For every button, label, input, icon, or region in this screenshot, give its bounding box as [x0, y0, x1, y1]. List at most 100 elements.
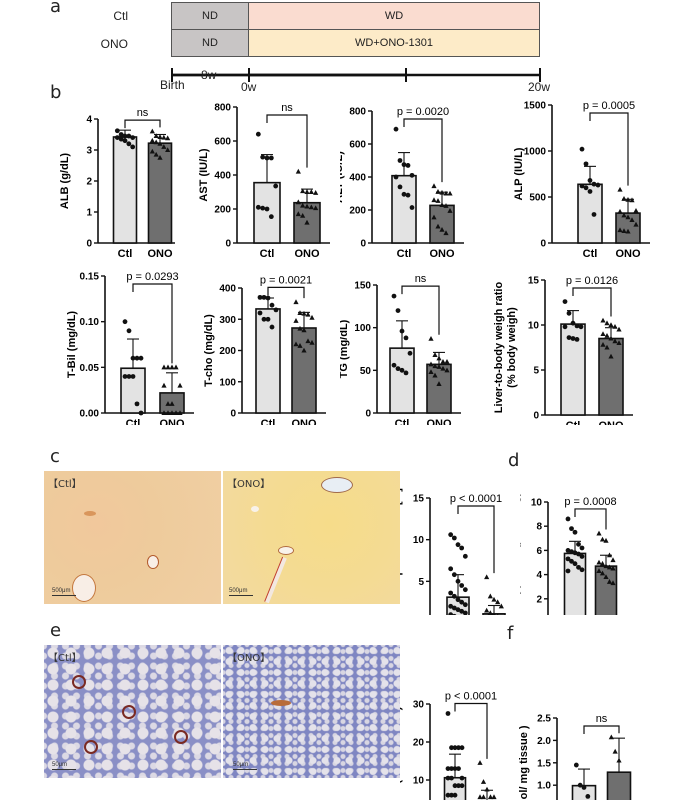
y-tick-label: 0 [360, 239, 366, 250]
chart-hydroxyproline: 0246810Hydroxyproline (μmol/ mg)CtlONOp … [520, 492, 618, 615]
significance-label: p = 0.0005 [583, 100, 635, 112]
y-axis-label: Sirius Red positive area [%] [400, 488, 403, 615]
y-tick-label: 500 [529, 193, 546, 204]
y-axis-label: cAMP [515, 759, 517, 790]
bar-ctl [389, 347, 415, 414]
y-tick-label: 0 [230, 409, 236, 420]
y-tick-label: 0.00 [80, 409, 100, 420]
y-axis-label: Liver-to-body weigh ratio [493, 282, 505, 414]
chart-tcho: 0 100 200 300 400 T-cho (mg/dL) Ctl ONO p = 0.00… [203, 274, 326, 425]
panel-letter-e: e [50, 620, 62, 641]
y-tick-label: 800 [214, 103, 231, 114]
y-tick-label: 10 [413, 776, 425, 787]
significance-bracket [403, 118, 443, 183]
y-tick-label: 0.15 [80, 272, 100, 283]
y-tick-label: 10 [531, 498, 543, 509]
y-tick-label: 1500 [524, 101, 547, 112]
y-axis-label: ALB (g/dL) [59, 153, 71, 210]
significance-bracket [401, 285, 440, 335]
y-tick-label: 8 [536, 522, 542, 533]
y-tick-label: 400 [214, 171, 231, 182]
significance-bracket [457, 505, 495, 574]
y-tick-label: 200 [349, 206, 366, 217]
y-tick-label: 100 [354, 323, 371, 334]
x-tick-label: ONO [291, 418, 317, 425]
significance-label: p = 0.0021 [260, 274, 312, 286]
bar-ctl [253, 181, 281, 244]
timeline-row-label-ctl: Ctl [113, 9, 128, 23]
bar-ctl [255, 308, 281, 414]
y-tick-label: 1000 [524, 147, 547, 158]
timeline-nd-ono: ND [172, 30, 249, 56]
scale-bar: 500μm [229, 588, 253, 596]
y-tick-label: 600 [214, 137, 231, 148]
y-tick-label: 50 [360, 366, 372, 377]
x-tick-label: ONO [598, 420, 624, 425]
timeline-tick-birth: Birth [160, 78, 185, 92]
panel-letter-c: c [50, 446, 60, 467]
y-axis-label: hCLS (number /mm²) [400, 706, 403, 800]
x-tick-label: Ctl [126, 418, 141, 425]
y-tick-label: 2 [536, 594, 542, 605]
y-axis-label: ALP (IU/L) [513, 147, 525, 200]
y-axis-label: AST (IU/L) [198, 148, 210, 201]
y-tick-label: 600 [349, 140, 366, 151]
chart-liver-body-ratio: 0 5 10 15 Liver-to-body weigh ratio (% body w… [493, 275, 633, 425]
significance-label: p < 0.0001 [450, 493, 502, 505]
y-tick-label: 0 [540, 239, 546, 250]
micrograph-c-ono: 【ONO】 500μm [223, 471, 400, 604]
scale-bar: 50μm [233, 762, 257, 770]
timeline-row-label-ono: ONO [100, 37, 128, 51]
y-tick-label: 0 [225, 239, 231, 250]
significance-bracket [266, 114, 308, 168]
x-tick-label: ONO [426, 418, 452, 425]
significance-label: ns [415, 273, 427, 285]
y-tick-label: 100 [219, 377, 236, 388]
chart-alt: 0 200 400 600 800 ALT (IU/L) Ctl ONO p = 0.0020 [340, 106, 464, 260]
y-axis-label: ( pmol/ mg tissue ) [518, 725, 530, 800]
y-tick-label: 4 [86, 115, 92, 126]
y-tick-label: 0.05 [80, 363, 100, 374]
y-tick-label: 1.5 [537, 758, 551, 769]
timeline-tick-0w: 0w [241, 80, 257, 94]
y-tick-label: 15 [413, 494, 425, 505]
panel-letter-d: d [508, 450, 520, 471]
y-tick-label: 10 [413, 535, 425, 546]
micrograph-e-ctl: 【Ctl】 50μm [44, 645, 221, 778]
x-tick-label: ONO [294, 248, 320, 260]
significance-bracket [572, 287, 612, 317]
y-axis-label: T-Bil (mg/dL) [66, 311, 78, 379]
y-axis-label: TG (mg/dL) [340, 319, 350, 378]
y-tick-label: 10 [528, 321, 540, 332]
y-tick-label: 400 [349, 173, 366, 184]
bar-ono [606, 771, 632, 800]
significance-label: p = 0.0293 [126, 271, 178, 283]
micrograph-c-ctl: 【Ctl】 500μm [44, 471, 221, 604]
micrograph-label-ctl: 【Ctl】 [48, 479, 82, 490]
x-tick-label: Ctl [261, 418, 276, 425]
significance-bracket [132, 283, 173, 364]
y-tick-label: 800 [349, 107, 366, 118]
y-tick-label: 5 [533, 366, 539, 377]
bar-ono [598, 337, 624, 416]
chart-alb: 0 1 2 3 4 ALB (g/dL) Ctl ONO ns [59, 107, 175, 260]
micrograph-label-ono: 【ONO】 [227, 653, 271, 664]
chart-ast: 0 200 400 600 800 AST (IU/L) Ctl ONO ns [198, 102, 330, 260]
panel-letter-a: a [50, 0, 62, 17]
y-axis-label: (% body weigh) [506, 307, 518, 388]
scale-bar-label: 500μm [52, 588, 71, 594]
y-tick-label: 300 [219, 315, 236, 326]
y-tick-label: 1 [86, 208, 92, 219]
scale-bar: 500μm [52, 588, 76, 596]
micrograph-e-ono: 【ONO】 50μm [223, 645, 400, 778]
x-tick-label: Ctl [260, 248, 275, 260]
timeline-row-ono: ND WD+ONO-1301 [171, 29, 540, 57]
y-tick-label: 6 [536, 546, 542, 557]
y-tick-label: 2.5 [537, 714, 551, 725]
significance-label: p = 0.0008 [564, 496, 616, 508]
significance-label: p = 0.0126 [566, 275, 618, 287]
bar-ono [594, 565, 618, 615]
x-tick-label: Ctl [566, 420, 581, 425]
